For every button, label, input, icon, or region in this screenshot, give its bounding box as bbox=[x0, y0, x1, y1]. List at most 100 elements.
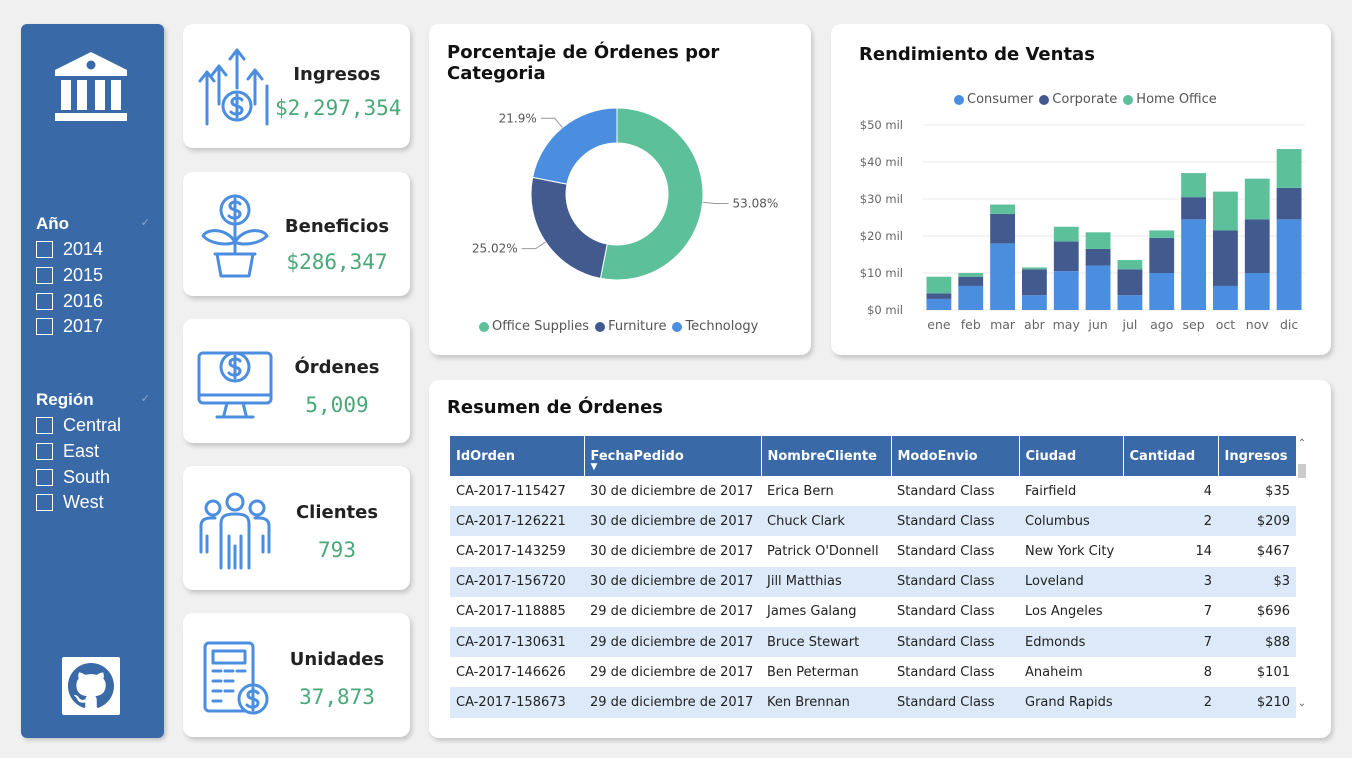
bar-segment-corporate[interactable] bbox=[1181, 197, 1206, 220]
legend-item[interactable]: Corporate bbox=[1039, 92, 1117, 107]
legend-item[interactable]: Home Office bbox=[1123, 92, 1217, 107]
year-option-2014[interactable]: 2014 bbox=[36, 237, 103, 263]
bar-segment-home-office[interactable] bbox=[926, 276, 952, 294]
bar-segment-consumer[interactable] bbox=[990, 243, 1015, 310]
bar-segment-consumer[interactable] bbox=[926, 298, 952, 310]
donut-leader-line bbox=[521, 241, 546, 250]
table-row[interactable]: CA-2017-126221 30 de diciembre de 2017 Chu… bbox=[450, 506, 1296, 537]
bar-segment-home-office[interactable] bbox=[1149, 230, 1175, 238]
github-icon bbox=[68, 663, 114, 708]
table-row[interactable]: CA-2017-146626 29 de diciembre de 2017 Ben… bbox=[450, 657, 1296, 687]
bar-segment-home-office[interactable] bbox=[1181, 173, 1206, 198]
checkbox[interactable] bbox=[36, 494, 53, 512]
year-option-2016[interactable]: 2016 bbox=[36, 288, 103, 314]
legend-item[interactable]: Technology bbox=[672, 319, 758, 334]
legend-dot-icon bbox=[672, 321, 683, 332]
year-option-label: 2017 bbox=[63, 316, 104, 337]
bar-segment-home-office[interactable] bbox=[1022, 267, 1047, 270]
bar-segment-corporate[interactable] bbox=[990, 213, 1015, 244]
year-option-2017[interactable]: 2017 bbox=[36, 314, 103, 340]
bar-segment-corporate[interactable] bbox=[1053, 241, 1079, 272]
legend-item[interactable]: Consumer bbox=[954, 92, 1033, 107]
donut-chart-card: Porcentaje de Órdenes por Categoria 53.0… bbox=[429, 24, 811, 355]
bar-segment-home-office[interactable] bbox=[1117, 260, 1143, 270]
table-row[interactable]: CA-2017-118885 29 de diciembre de 2017 Jam… bbox=[450, 597, 1296, 627]
bar-segment-corporate[interactable] bbox=[1149, 237, 1175, 273]
bar-segment-consumer[interactable] bbox=[1022, 295, 1047, 310]
github-button[interactable] bbox=[62, 657, 120, 715]
bar-segment-home-office[interactable] bbox=[1276, 149, 1302, 188]
kpi-value: 37,873 bbox=[299, 685, 375, 709]
donut-slice-furniture[interactable] bbox=[530, 176, 608, 279]
bar-segment-corporate[interactable] bbox=[1276, 187, 1302, 220]
bar-segment-consumer[interactable] bbox=[958, 285, 984, 310]
legend-item[interactable]: Office Supplies bbox=[479, 319, 589, 334]
table-row[interactable]: CA-2017-143259 30 de diciembre de 2017 Pat… bbox=[450, 536, 1296, 566]
column-header-modoenvio[interactable]: ModoEnvio bbox=[891, 436, 1020, 476]
bar-segment-consumer[interactable] bbox=[1085, 265, 1111, 310]
year-filter-chevron-icon[interactable]: ✓ bbox=[140, 216, 150, 229]
bar-segment-home-office[interactable] bbox=[1053, 226, 1079, 242]
region-option-east[interactable]: East bbox=[36, 439, 121, 465]
bar-segment-corporate[interactable] bbox=[1117, 269, 1143, 296]
bar-segment-home-office[interactable] bbox=[990, 204, 1015, 214]
bar-segment-consumer[interactable] bbox=[1149, 273, 1175, 310]
table-cell-ciudad: Loveland bbox=[1019, 566, 1123, 597]
region-filter-chevron-icon[interactable]: ✓ bbox=[140, 392, 150, 405]
column-header-ingresos[interactable]: Ingresos bbox=[1218, 436, 1296, 476]
donut-slice-technology[interactable] bbox=[532, 107, 618, 185]
table-cell-idorden: CA-2017-156720 bbox=[450, 566, 584, 597]
column-header-cantidad[interactable]: Cantidad bbox=[1123, 436, 1219, 476]
bar-segment-home-office[interactable] bbox=[1213, 191, 1238, 231]
bar-segment-consumer[interactable] bbox=[1181, 219, 1206, 310]
bar-segment-consumer[interactable] bbox=[1213, 285, 1238, 310]
table-scrollbar[interactable]: ⌃ ⌄ bbox=[1296, 436, 1308, 718]
scroll-thumb[interactable] bbox=[1298, 464, 1306, 478]
bar-segment-home-office[interactable] bbox=[1085, 232, 1111, 249]
checkbox[interactable] bbox=[36, 468, 53, 486]
table-cell-ingresos: $696 bbox=[1256, 604, 1290, 620]
bar-segment-corporate[interactable] bbox=[1022, 269, 1047, 296]
bar-segment-consumer[interactable] bbox=[1053, 271, 1079, 310]
region-option-central[interactable]: Central bbox=[36, 413, 121, 439]
bar-segment-consumer[interactable] bbox=[1276, 219, 1302, 310]
bar-segment-corporate[interactable] bbox=[1244, 219, 1270, 273]
x-tick-label: mar bbox=[990, 317, 1016, 332]
table-row[interactable]: CA-2017-156720 30 de diciembre de 2017 Jil… bbox=[450, 566, 1296, 597]
donut-slice-office-supplies[interactable] bbox=[599, 107, 704, 281]
sort-desc-icon: ▼ bbox=[590, 462, 598, 472]
column-header-fechapedido[interactable]: FechaPedido ▼ bbox=[584, 436, 762, 476]
year-option-2015[interactable]: 2015 bbox=[36, 263, 103, 289]
checkbox[interactable] bbox=[36, 292, 53, 310]
bar-segment-home-office[interactable] bbox=[1244, 178, 1270, 220]
bar-segment-corporate[interactable] bbox=[1085, 248, 1111, 266]
column-header-nombrecliente[interactable]: NombreCliente bbox=[761, 436, 892, 476]
bar-segment-home-office[interactable] bbox=[958, 273, 984, 277]
table-row[interactable]: CA-2017-130631 29 de diciembre de 2017 Bru… bbox=[450, 626, 1296, 658]
column-header-idorden[interactable]: IdOrden bbox=[450, 436, 585, 476]
legend-dot-icon bbox=[954, 94, 964, 105]
scroll-down-icon[interactable]: ⌄ bbox=[1297, 698, 1307, 709]
table-row[interactable]: CA-2017-158673 29 de diciembre de 2017 Ken… bbox=[450, 687, 1296, 718]
bar-segment-corporate[interactable] bbox=[926, 293, 952, 299]
donut-data-label: 25.02% bbox=[472, 242, 518, 256]
bar-segment-corporate[interactable] bbox=[958, 276, 984, 286]
table-row[interactable]: CA-2017-115427 30 de diciembre de 2017 Eri… bbox=[450, 476, 1296, 506]
region-option-west[interactable]: West bbox=[36, 490, 121, 516]
table-cell-cantidad: 7 bbox=[1203, 604, 1212, 620]
table-cell-ingresos: $35 bbox=[1265, 483, 1290, 499]
column-header-ciudad[interactable]: Ciudad bbox=[1019, 436, 1124, 476]
bar-segment-consumer[interactable] bbox=[1117, 295, 1143, 310]
checkbox[interactable] bbox=[36, 241, 53, 259]
checkbox[interactable] bbox=[36, 443, 53, 461]
legend-item[interactable]: Furniture bbox=[595, 319, 666, 334]
checkbox[interactable] bbox=[36, 318, 53, 336]
legend-label: Home Office bbox=[1136, 92, 1217, 107]
bar-segment-consumer[interactable] bbox=[1244, 273, 1270, 310]
region-option-south[interactable]: South bbox=[36, 464, 121, 490]
table-cell-modoenvio: Standard Class bbox=[891, 506, 1019, 537]
checkbox[interactable] bbox=[36, 417, 53, 435]
checkbox[interactable] bbox=[36, 267, 53, 285]
bar-segment-corporate[interactable] bbox=[1213, 230, 1238, 286]
scroll-up-icon[interactable]: ⌃ bbox=[1297, 438, 1307, 449]
